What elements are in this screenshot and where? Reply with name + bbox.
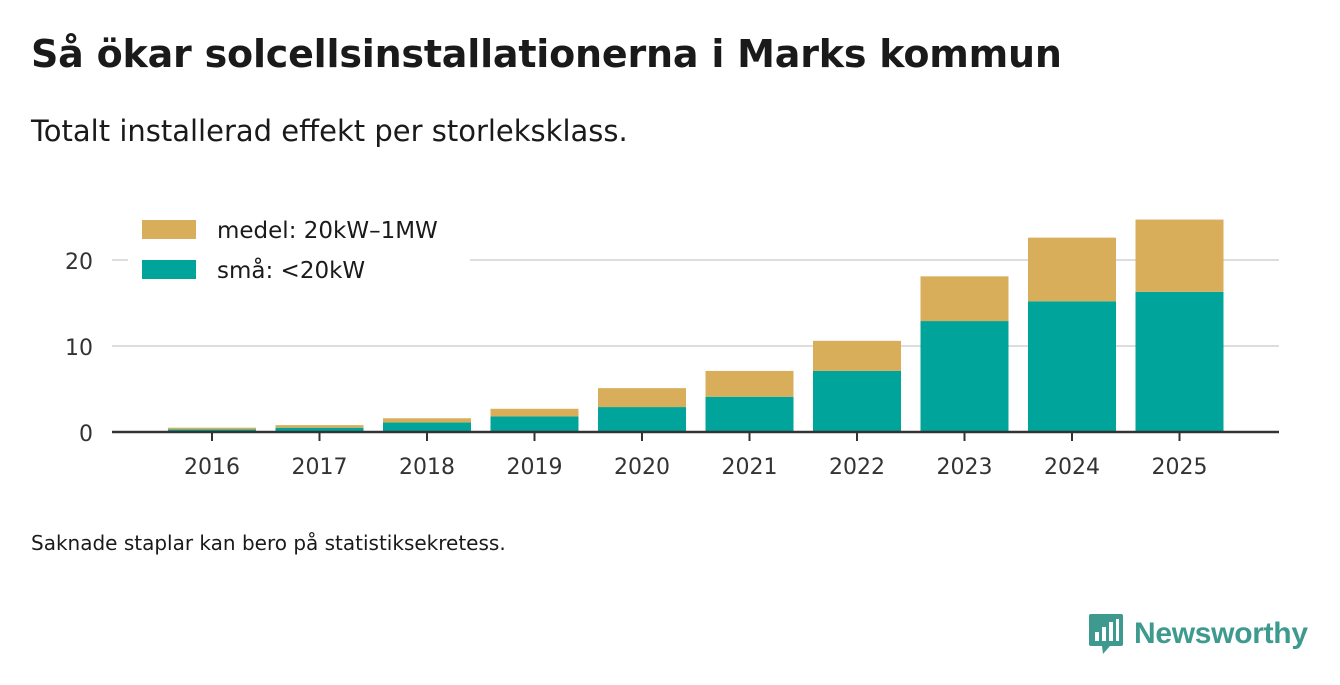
chart-subtitle: Totalt installerad effekt per storlekskl… [31, 114, 628, 148]
x-tick-label-2024: 2024 [1044, 455, 1100, 480]
bar-medium-2016 [168, 427, 256, 430]
x-tick-label-2022: 2022 [829, 455, 885, 480]
bar-small-2017 [275, 427, 364, 432]
newsworthy-logo-icon [1089, 614, 1123, 654]
bar-medium-2024 [1028, 237, 1116, 302]
bar-small-2019 [490, 416, 579, 432]
legend-swatch-medium [142, 220, 196, 239]
x-tick-label-2025: 2025 [1152, 455, 1208, 480]
y-tick-label: 20 [65, 250, 93, 275]
bar-small-2024 [1028, 301, 1116, 432]
brand: Newsworthy [1088, 612, 1308, 656]
x-tick-label-2019: 2019 [507, 455, 563, 480]
x-tick-label-2020: 2020 [614, 455, 670, 480]
axes: 0 10 20 2016 2017 2018 2019 2020 2021 2022 2023 202… [65, 250, 1279, 480]
bars [168, 219, 1224, 432]
bar-medium-2025 [1135, 219, 1224, 292]
bar-medium-2023 [920, 276, 1009, 322]
brand-name: Newsworthy [1134, 617, 1308, 650]
x-tick-label-2017: 2017 [292, 455, 348, 480]
legend-swatch-small [142, 260, 196, 279]
bar-small-2016 [168, 429, 256, 432]
bar-small-2023 [920, 321, 1009, 432]
bar-medium-2021 [705, 370, 794, 397]
bar-small-2020 [598, 407, 686, 432]
x-tick-label-2016: 2016 [184, 455, 240, 480]
bar-medium-2022 [813, 340, 901, 371]
y-tick-label: 10 [65, 336, 93, 361]
bar-medium-2020 [598, 388, 686, 408]
legend-label-small: små: <20kW [217, 256, 365, 284]
bar-medium-2017 [275, 425, 364, 428]
footnote: Saknade staplar kan bero på statistiksek… [31, 531, 506, 555]
bar-medium-2019 [490, 408, 579, 417]
x-tick-label-2018: 2018 [399, 455, 455, 480]
x-tick-label-2023: 2023 [937, 455, 993, 480]
bar-medium-2018 [383, 418, 471, 423]
bar-small-2021 [705, 396, 794, 432]
chart-title: Så ökar solcellsinstallationerna i Marks… [31, 32, 1062, 76]
stacked-bar-chart: 0 10 20 2016 2017 2018 2019 2020 2021 2022 2023 202… [65, 205, 1279, 480]
bar-small-2018 [383, 422, 471, 432]
x-tick-label-2021: 2021 [722, 455, 778, 480]
bar-small-2025 [1135, 291, 1224, 432]
y-tick-label: 0 [79, 422, 93, 447]
legend-label-medium: medel: 20kW–1MW [217, 218, 438, 244]
legend: medel: 20kW–1MW små: <20kW [128, 205, 470, 291]
bar-small-2022 [813, 370, 901, 432]
